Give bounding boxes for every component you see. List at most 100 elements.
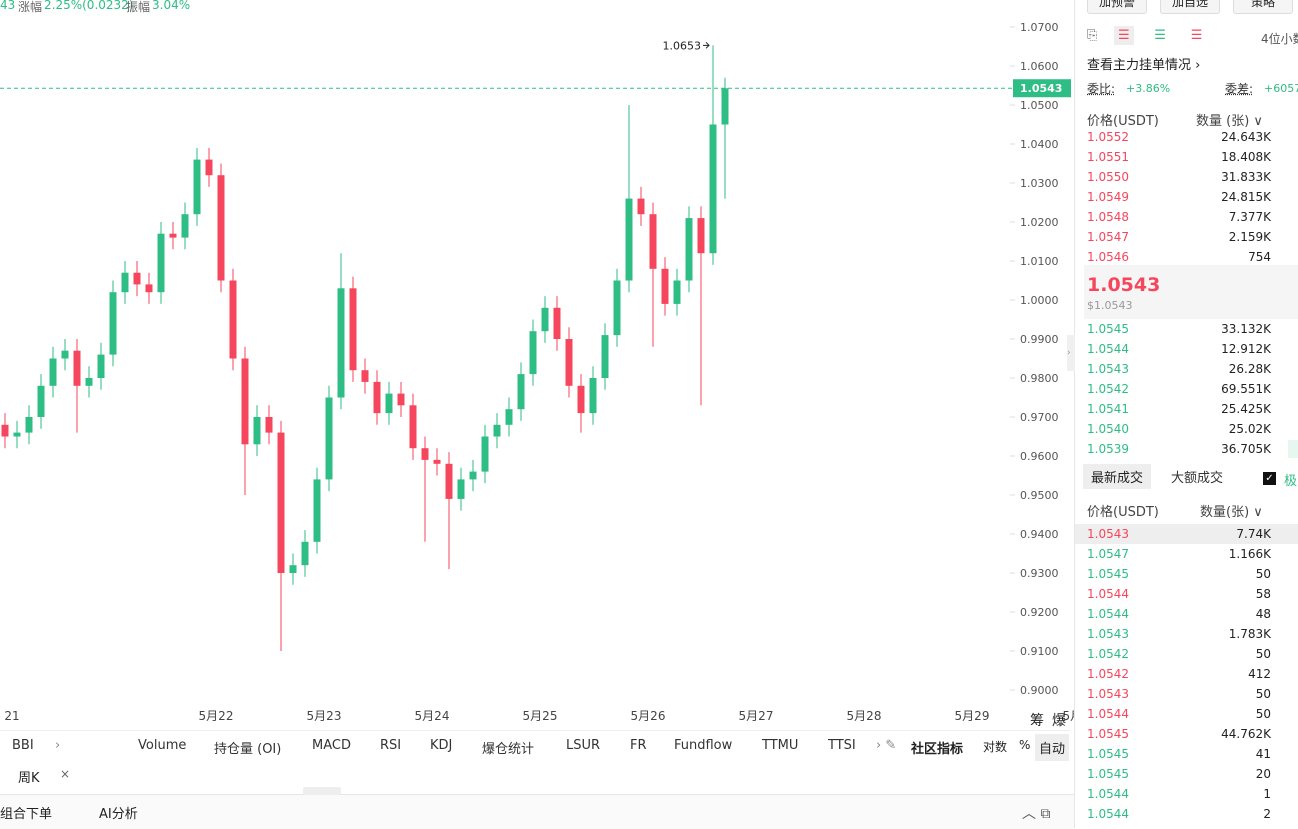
- candle-body: [25, 417, 33, 433]
- panel-button[interactable]: 策略: [1233, 0, 1293, 14]
- candle-body: [685, 218, 693, 281]
- candle-body: [109, 292, 117, 355]
- candle-body: [529, 331, 537, 375]
- candle-body: [121, 272, 129, 293]
- panel-button[interactable]: 加预警: [1087, 0, 1147, 14]
- header-stat: 3.04%: [152, 0, 191, 12]
- collapse-handle[interactable]: ›: [1067, 335, 1075, 371]
- candle-body: [385, 393, 393, 414]
- last-price-box: [1013, 79, 1071, 98]
- ratio: +3.86%: [1126, 82, 1171, 95]
- indicator-tool[interactable]: 对数: [983, 740, 1008, 754]
- indicator-tab[interactable]: Volume: [138, 738, 187, 753]
- indicator-tab[interactable]: KDJ: [430, 738, 453, 753]
- candle-body: [553, 307, 561, 339]
- x-tick-label: 5月29: [955, 709, 990, 723]
- price: 1.0544: [1087, 342, 1129, 356]
- trade-price: 1.0545: [1087, 727, 1129, 741]
- y-tick-label: 1.0200: [1020, 216, 1059, 229]
- header-stat: 涨幅: [18, 0, 43, 14]
- indicator-tab[interactable]: 持仓量 (OI): [214, 742, 282, 757]
- indicator-tab[interactable]: BBI: [12, 738, 34, 753]
- indicator-tab[interactable]: RSI: [380, 738, 402, 753]
- quantity: 12.912K: [1221, 342, 1271, 356]
- candle-body: [397, 393, 405, 406]
- checkbox[interactable]: ✓: [1263, 472, 1276, 485]
- candle-body: [265, 417, 273, 433]
- candle-body: [133, 272, 141, 285]
- candle-body: [457, 479, 465, 499]
- candle-body: [1, 424, 9, 437]
- indicator-tool[interactable]: 社区指标: [911, 742, 964, 757]
- y-tick-label: 1.0400: [1020, 138, 1059, 151]
- indicator-tab[interactable]: Fundflow: [674, 738, 733, 753]
- bottom-tab[interactable]: AI分析: [99, 807, 138, 822]
- y-tick-label: 1.0300: [1020, 177, 1059, 190]
- y-tick-label: 0.9200: [1020, 606, 1059, 619]
- x-tick-label: 5月27: [739, 709, 774, 723]
- y-tick-label: 0.9700: [1020, 411, 1059, 424]
- indicator-tool[interactable]: 自动: [1035, 734, 1070, 761]
- price: 1.0549: [1087, 190, 1129, 204]
- indicator-tab[interactable]: TTSI: [828, 738, 856, 753]
- mid-price: 1.0543: [1087, 274, 1161, 296]
- price: 1.0548: [1087, 210, 1129, 224]
- divider: [0, 730, 1070, 731]
- price: 1.0552: [1087, 130, 1129, 144]
- trade-price: 1.0544: [1087, 787, 1129, 801]
- candle-body: [73, 350, 81, 386]
- resize-handle[interactable]: [303, 787, 341, 795]
- quantity: 18.408K: [1221, 150, 1271, 164]
- quantity: 69.551K: [1221, 382, 1271, 396]
- trade-price: 1.0543: [1087, 627, 1129, 641]
- indicator-tab[interactable]: 爆仓统计: [482, 742, 535, 757]
- chart-tool[interactable]: 爆: [1052, 713, 1066, 729]
- quantity: 24.815K: [1221, 190, 1271, 204]
- trade-qty: 20: [1255, 767, 1271, 781]
- main-orders-link[interactable]: 查看主力挂单情况 ›: [1087, 58, 1201, 73]
- price: 1.0541: [1087, 402, 1129, 416]
- candle-body: [145, 284, 153, 293]
- price: 1.0550: [1087, 170, 1129, 184]
- x-tick-label: 5月25: [523, 709, 558, 723]
- chart-tool[interactable]: 筹: [1030, 713, 1044, 729]
- candle-body: [97, 354, 105, 378]
- trade-qty: 50: [1255, 647, 1271, 661]
- price: 1.0542: [1087, 382, 1129, 396]
- decimal-select[interactable]: 4位小数: [1261, 32, 1298, 46]
- trade-qty: 58: [1255, 587, 1271, 601]
- candle-body: [541, 307, 549, 332]
- candle-body: [673, 280, 681, 304]
- price: 1.0547: [1087, 230, 1129, 244]
- quantity: 2.159K: [1228, 230, 1271, 244]
- trade-qty: 7.74K: [1236, 527, 1271, 541]
- trade-tab[interactable]: 大额成交: [1171, 471, 1224, 486]
- indicator-tab[interactable]: LSUR: [566, 738, 601, 753]
- indicator-tab[interactable]: FR: [630, 738, 647, 753]
- close-icon[interactable]: ×: [60, 767, 71, 781]
- indicator-tab[interactable]: MACD: [312, 738, 351, 753]
- candle-body: [517, 374, 525, 410]
- chart: 1.0700 1.0600 1.0500 1.0400 1.0300 1.0200 1.01…: [0, 21, 1075, 723]
- indicator-tab[interactable]: TTMU: [762, 738, 799, 753]
- bottom-tab[interactable]: 组合下单: [0, 807, 53, 822]
- candle-body: [241, 358, 249, 445]
- divider: [1074, 0, 1075, 828]
- y-tick-label: 0.9100: [1020, 645, 1059, 658]
- trade-tab[interactable]: 最新成交: [1083, 464, 1152, 489]
- quantity: 25.02K: [1228, 422, 1271, 436]
- quantity: 31.833K: [1221, 170, 1271, 184]
- candle-body: [301, 541, 309, 566]
- candle-body: [721, 88, 729, 125]
- trade-qty: 412: [1248, 667, 1271, 681]
- y-tick-label: 0.9400: [1020, 528, 1059, 541]
- max-label: 1.0653: [663, 39, 702, 52]
- trade-qty: 50: [1255, 567, 1271, 581]
- panel-button[interactable]: 加自选: [1160, 0, 1220, 14]
- indicator-tool[interactable]: %: [1019, 738, 1031, 752]
- x-tick-label: 5月24: [415, 709, 450, 723]
- y-tick-label: 1.0000: [1020, 294, 1059, 307]
- candle-body: [229, 280, 237, 359]
- period-tab[interactable]: 周K: [18, 771, 40, 786]
